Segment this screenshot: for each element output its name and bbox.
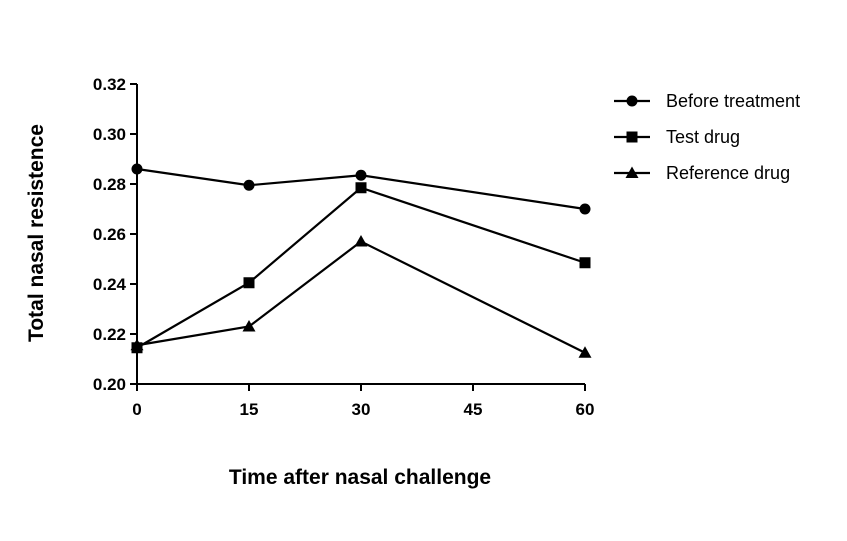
y-tick-label: 0.24 [93,275,127,294]
data-point-reference-drug [354,235,368,247]
y-axis-ticks: 0.20 0.22 0.24 0.26 0.28 0.30 0.32 [93,75,137,394]
legend-marker-triangle [625,166,639,178]
data-point-test-drug [355,182,367,194]
legend-label: Test drug [666,127,740,147]
series-test-drug [131,182,591,354]
y-tick-label: 0.26 [93,225,126,244]
data-point-before-treatment [355,169,367,181]
y-tick-label: 0.28 [93,175,126,194]
legend: Before treatment Test drug Reference drug [614,91,800,183]
series-line-test-drug [136,186,586,349]
y-axis-title: Total nasal resistence [25,124,48,342]
legend-marker-square [626,131,638,143]
y-tick-label: 0.32 [93,75,126,94]
x-tick-label: 30 [352,400,371,419]
data-point-reference-drug [242,320,256,332]
data-series [130,163,592,358]
legend-item-test-drug: Test drug [614,127,740,147]
legend-label: Reference drug [666,163,790,183]
data-point-before-treatment [131,163,143,175]
y-tick-label: 0.22 [93,325,126,344]
x-tick-label: 0 [132,400,141,419]
legend-label: Before treatment [666,91,800,111]
series-before-treatment [131,163,591,215]
data-point-before-treatment [579,203,591,215]
data-point-test-drug [579,257,591,269]
y-tick-label: 0.30 [93,125,126,144]
legend-item-before-treatment: Before treatment [614,91,800,111]
x-axis-title: Time after nasal challenge [229,466,491,489]
x-axis-ticks: 0 15 30 45 60 [132,384,594,419]
axes [136,84,585,385]
data-point-before-treatment [243,179,255,191]
data-point-reference-drug [130,338,144,351]
series-line-reference-drug [136,240,586,354]
series-reference-drug [130,235,592,358]
legend-item-reference-drug: Reference drug [614,163,790,183]
data-point-test-drug [243,277,255,289]
x-tick-label: 60 [576,400,595,419]
series-line-before-treatment [136,167,586,211]
x-tick-label: 15 [240,400,259,419]
x-tick-label: 45 [464,400,483,419]
legend-marker-circle [626,95,638,107]
y-tick-label: 0.20 [93,375,126,394]
data-point-reference-drug [578,346,592,358]
